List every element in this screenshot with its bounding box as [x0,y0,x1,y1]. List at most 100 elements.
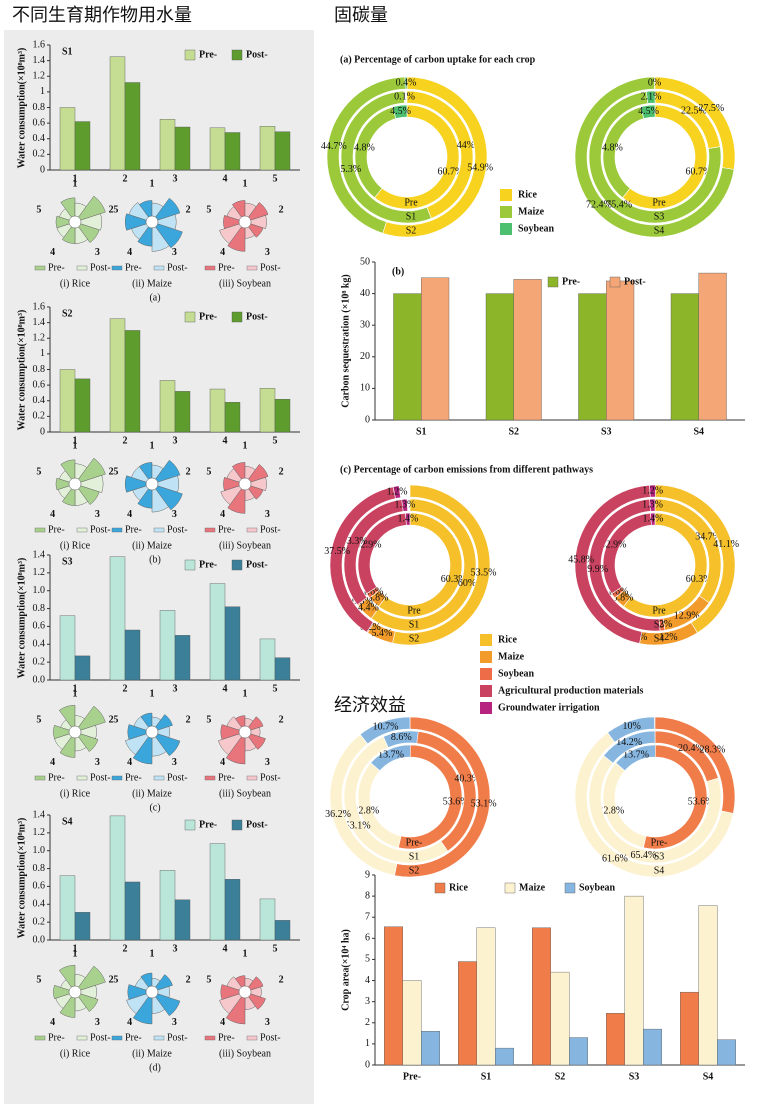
x-tick-label: 1 [73,435,78,446]
bar [174,391,191,433]
ring-label: S1 [409,619,420,630]
value-label: 0.2% [360,622,381,633]
value-label: 0.3% [352,596,373,607]
value-label: 8.6% [391,732,412,743]
y-tick-label: 0.2 [33,916,46,927]
rose-center [68,725,82,739]
bar [159,870,176,941]
legend-label: Maize [498,651,525,662]
value-label: 1.3% [394,500,415,511]
legend-label: Pre- [48,1032,65,1043]
rose-center [145,477,159,491]
bar [259,638,276,681]
value-label: 28.3% [700,745,726,756]
y-tick-label: 0.4 [33,133,46,144]
y-axis-label: Carbon sequestration (×10⁸ kg) [340,274,351,407]
y-tick-label: 1.4 [33,809,46,820]
category-label: 4 [127,757,132,768]
category-label: 2 [109,715,114,726]
bar [421,277,450,421]
donut-segment [607,716,655,743]
value-label: 33.3% [342,536,368,547]
legend-label: Post- [246,819,268,830]
donut-segment [405,512,411,526]
legend-swatch [184,49,196,61]
legend-label: Post- [167,524,188,535]
y-tick-label: 0.6 [33,621,46,632]
bar [274,131,291,171]
rose-center [68,215,82,229]
x-tick-label: 4 [223,173,228,184]
legend-swatch [34,265,46,271]
ring-label: Pre [407,605,421,616]
legend-label: Soybean [579,882,616,893]
bar [513,279,542,421]
chart-title: (ii) Maize [132,1048,172,1059]
chart-title: (c) Percentage of carbon emissions from … [340,464,593,475]
bar [698,272,727,421]
value-label: 3.8% [613,592,634,603]
bar [259,126,276,171]
y-tick-label: 0 [365,414,370,425]
heading: 经济效益 [334,695,406,716]
category-label: 3 [172,1017,177,1028]
value-label: 1.2% [387,486,408,497]
donut-segment [374,104,460,210]
legend-swatch [246,775,258,781]
category-label: 1 [150,688,155,699]
category-label: 5 [36,205,41,216]
category-label: 1 [73,948,78,959]
y-axis-label: Water consumption(×10⁸m³) [16,558,27,679]
category-label: 4 [220,509,225,520]
legend-label: Post- [167,262,188,273]
value-label: 4.5% [390,106,411,117]
y-tick-label: 0.8 [33,863,46,874]
bar [224,402,241,433]
legend-label: Post- [260,1032,281,1043]
bar [209,583,226,681]
legend-swatch [111,527,123,533]
x-tick-label: 5 [273,173,278,184]
bar [476,927,496,1066]
donut-segment [615,744,656,772]
category-label: 4 [127,509,132,520]
y-tick-label: 0.4 [33,395,46,406]
y-tick-label: 1.2 [33,333,46,344]
value-label: 1.2% [642,485,663,496]
bar [109,56,126,171]
legend-swatch [204,527,216,533]
category-label: 1 [73,440,78,451]
value-label: 32.9% [601,539,627,550]
panel-caption: (c) [149,802,160,813]
bar [578,293,607,421]
value-label: 54.9% [467,163,493,174]
legend-swatch [231,559,243,571]
category-label: 4 [50,247,55,258]
value-label: 32.8% [598,806,624,817]
ring-label: Pre- [406,837,423,848]
y-tick-label: 1.6 [33,301,46,312]
category-label: 4 [220,247,225,258]
x-tick-label: 3 [173,943,178,954]
category-label: 4 [127,1017,132,1028]
bar [259,898,276,941]
legend-label: Rice [518,189,537,200]
bar [606,280,635,421]
legend-label: Post- [90,772,111,783]
y-tick-label: 0.2 [33,149,46,160]
panel-caption: (b) [149,554,161,565]
category-label: 2 [186,467,191,478]
bar [74,912,91,941]
ring-label: S3 [654,211,665,222]
category-label: 3 [265,509,270,520]
y-tick-label: 3 [365,996,370,1007]
legend-swatch [500,189,512,201]
legend-label: Post- [260,524,281,535]
legend-swatch [153,527,165,533]
y-tick-label: 0 [40,164,45,175]
x-tick-label: 2 [123,683,128,694]
ring-label: S2 [409,865,420,876]
category-label: 3 [172,757,177,768]
legend-label: Pre- [218,772,235,783]
y-tick-label: 1 [40,348,45,359]
